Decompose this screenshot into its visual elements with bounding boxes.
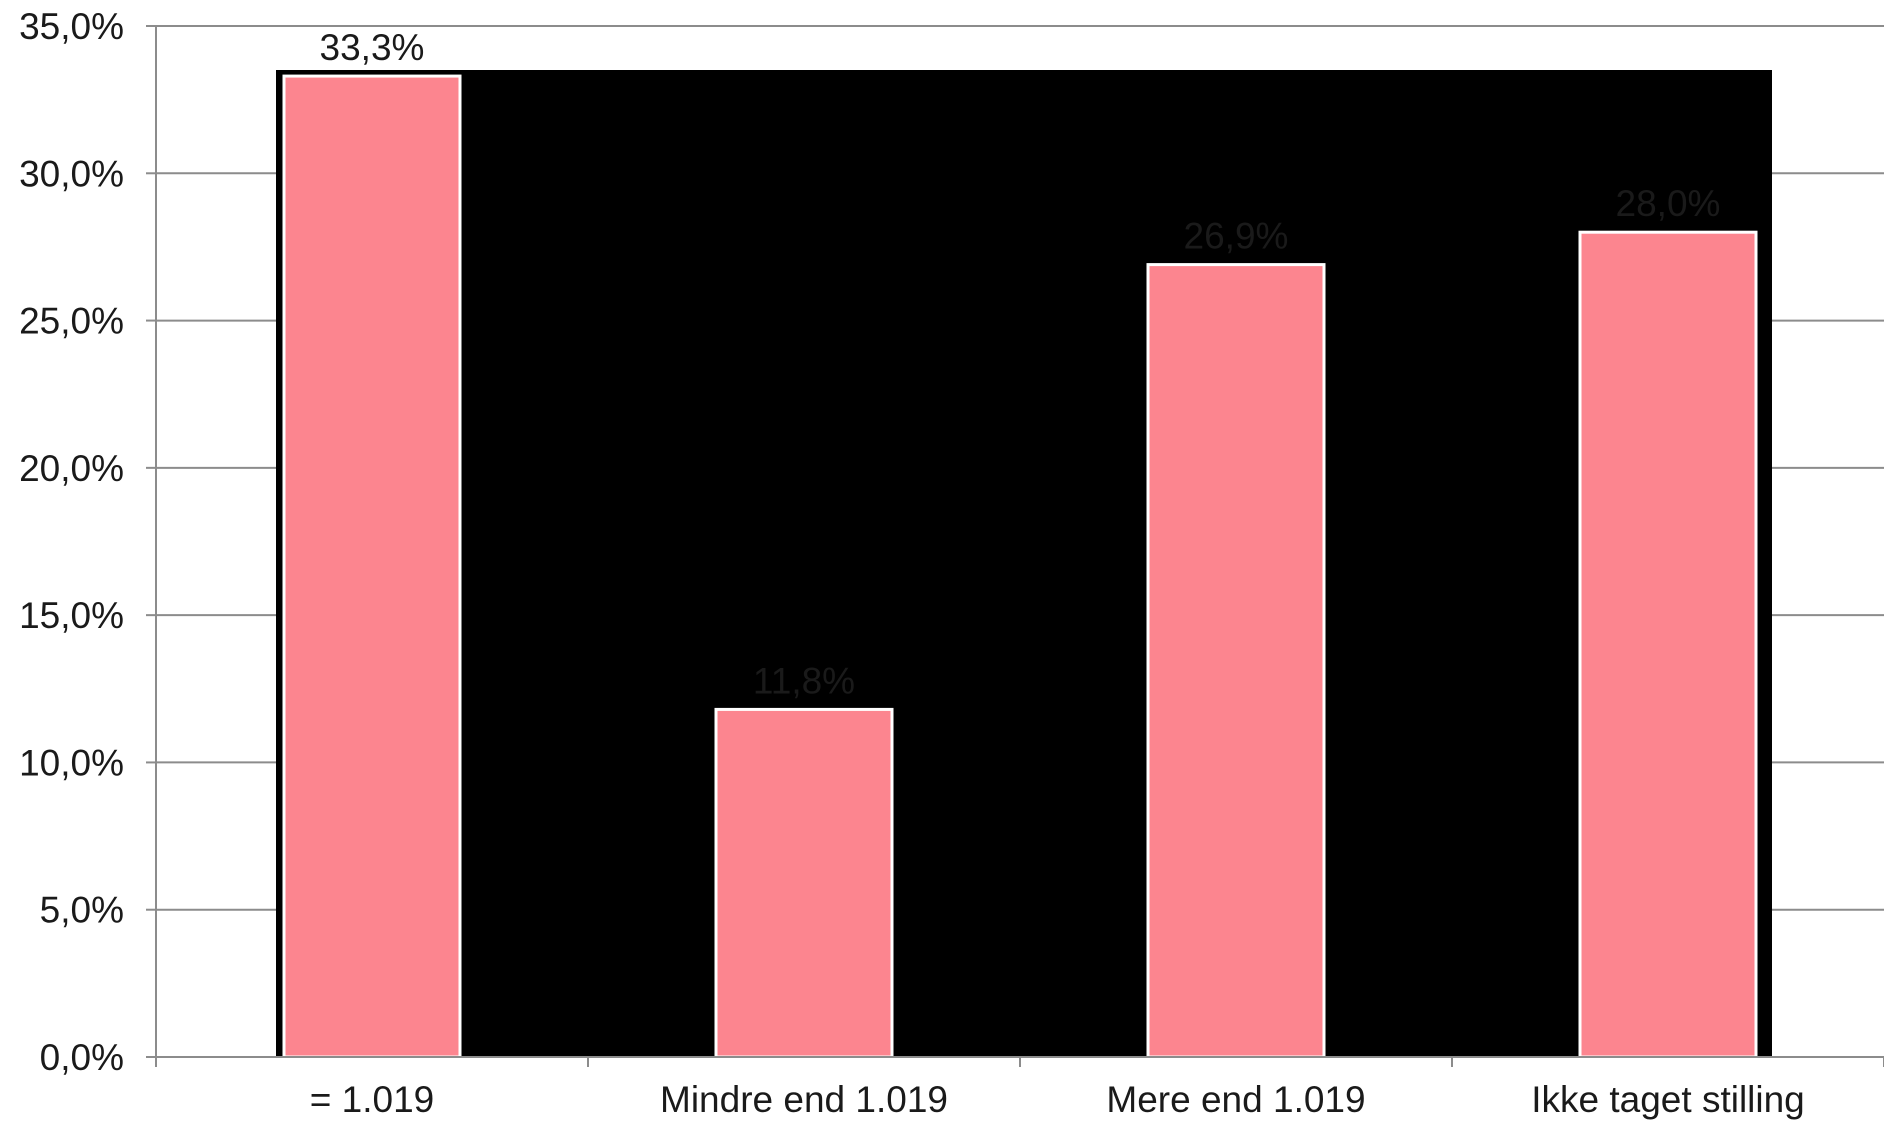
y-tick-label-2: 10,0% <box>19 742 124 783</box>
data-label-3: 28,0% <box>1616 183 1721 224</box>
bar-1 <box>714 707 894 1059</box>
data-label-1: 11,8% <box>753 660 855 701</box>
y-axis-tick-labels: 0,0% 5,0% 10,0% 15,0% 20,0% 25,0% 30,0% 35,0% <box>19 6 124 1078</box>
axes <box>146 25 1884 1067</box>
bar-2 <box>1146 263 1326 1059</box>
y-tick-label-5: 25,0% <box>19 301 124 342</box>
plot-background <box>276 70 1772 1057</box>
x-category-label-1: Mindre end 1.019 <box>660 1079 948 1120</box>
bar-3 <box>1578 230 1758 1059</box>
bars <box>282 74 1758 1059</box>
x-category-label-0: = 1.019 <box>310 1079 434 1120</box>
y-tick-label-0: 0,0% <box>40 1037 124 1078</box>
y-tick-label-4: 20,0% <box>19 448 124 489</box>
data-labels: 33,3% 11,8% 26,9% 28,0% <box>320 27 1721 701</box>
data-label-2: 26,9% <box>1184 216 1289 257</box>
x-category-label-2: Mere end 1.019 <box>1106 1079 1365 1120</box>
y-tick-label-6: 30,0% <box>19 153 124 194</box>
data-label-0: 33,3% <box>320 27 425 68</box>
x-axis-category-labels: = 1.019 Mindre end 1.019 Mere end 1.019 Ikk… <box>310 1079 1805 1120</box>
bar-0 <box>282 74 462 1059</box>
x-category-label-3: Ikke taget stilling <box>1531 1079 1805 1120</box>
y-tick-label-1: 5,0% <box>40 890 124 931</box>
y-tick-label-7: 35,0% <box>19 6 124 47</box>
y-tick-label-3: 15,0% <box>19 595 124 636</box>
